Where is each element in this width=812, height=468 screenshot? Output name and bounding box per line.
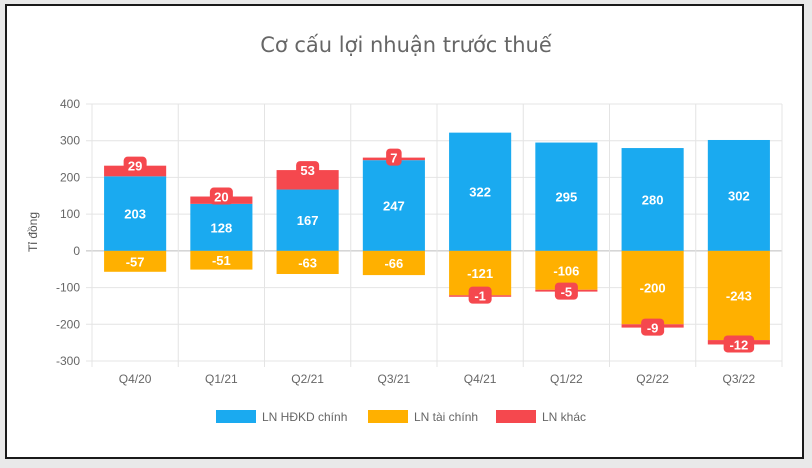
data-label-badge — [296, 161, 320, 179]
data-label: -243 — [726, 288, 752, 303]
bar-segment — [104, 250, 167, 272]
data-labels: 203 -57 29 128 -51 20 167 -63 53 247 -66 7 322 -121 -1… — [123, 148, 755, 353]
bar-segment — [707, 250, 770, 341]
data-label: -51 — [212, 253, 231, 268]
data-label: -200 — [640, 281, 666, 296]
y-axis-label: Tỉ đồng — [26, 212, 40, 252]
data-label: 20 — [214, 190, 228, 205]
data-label: 29 — [128, 159, 142, 174]
data-label: 7 — [390, 151, 397, 166]
bar-segment — [276, 189, 339, 251]
data-label-badge — [123, 156, 147, 174]
data-label: 203 — [124, 207, 146, 222]
data-label-badge — [209, 187, 233, 205]
legend: LN HĐKD chính LN tài chính LN khác — [216, 410, 586, 424]
x-tick-label: Q2/22 — [636, 372, 669, 386]
bar-segment — [621, 148, 684, 251]
bar-segment — [276, 170, 339, 190]
y-tick-label: 100 — [60, 207, 80, 221]
data-label: 53 — [300, 163, 314, 178]
y-tick-label: 400 — [60, 97, 80, 111]
y-tick-label: 300 — [60, 134, 80, 148]
data-label: -9 — [647, 321, 659, 336]
x-axis-ticks: Q4/20 Q1/21 Q2/21 Q3/21 Q4/21 Q1/22 Q2/22 Q3/22 — [119, 372, 756, 386]
data-label-badge — [641, 318, 665, 336]
y-tick-label: -200 — [56, 317, 80, 331]
x-tick-label: Q4/20 — [119, 372, 152, 386]
bar-segment — [276, 250, 339, 274]
data-label: 295 — [556, 190, 578, 205]
y-tick-label: -100 — [56, 281, 80, 295]
legend-swatch — [368, 410, 408, 423]
data-label: -5 — [561, 285, 573, 300]
y-tick-label: -300 — [56, 354, 80, 368]
bar-segment — [449, 132, 512, 251]
bar-segment — [190, 203, 253, 251]
data-label: 322 — [469, 185, 491, 200]
chart-title: Cơ cấu lợi nhuận trước thuế — [260, 33, 552, 57]
legend-swatch — [216, 410, 256, 423]
data-label: -66 — [384, 256, 403, 271]
x-tick-label: Q3/22 — [723, 372, 756, 386]
bar-segment — [707, 139, 770, 251]
data-label: -1 — [474, 289, 486, 304]
data-label-badge — [386, 148, 402, 166]
data-label: 280 — [642, 192, 664, 207]
x-tick-label: Q4/21 — [464, 372, 497, 386]
data-label: -63 — [298, 255, 317, 270]
legend-label: LN HĐKD chính — [262, 410, 347, 424]
data-label: -121 — [467, 266, 493, 281]
legend-label: LN tài chính — [414, 410, 478, 424]
data-label: 128 — [211, 220, 233, 235]
data-label: -106 — [553, 263, 579, 278]
x-tick-label: Q2/21 — [291, 372, 324, 386]
data-label: 167 — [297, 213, 319, 228]
data-label: -57 — [126, 254, 145, 269]
data-label: 247 — [383, 199, 405, 214]
bar-segment — [190, 250, 253, 270]
data-label-badge — [723, 335, 755, 353]
bar-segment — [104, 176, 167, 251]
bar-segment — [362, 160, 425, 251]
bar-segment — [362, 250, 425, 276]
bar-segment — [621, 250, 684, 325]
data-label-badge — [554, 282, 578, 300]
legend-label: LN khác — [542, 410, 586, 424]
y-tick-label: 0 — [73, 244, 80, 258]
x-tick-label: Q1/22 — [550, 372, 583, 386]
data-label: -12 — [729, 337, 748, 352]
data-label-badge — [468, 286, 492, 304]
x-tick-label: Q1/21 — [205, 372, 238, 386]
bars — [104, 132, 770, 345]
legend-swatch — [496, 410, 536, 423]
bar-segment — [535, 142, 598, 251]
y-tick-label: 200 — [60, 170, 80, 184]
x-tick-label: Q3/21 — [378, 372, 411, 386]
data-label: 302 — [728, 188, 750, 203]
y-axis-ticks: 400 300 200 100 0 -100 -200 -300 — [56, 97, 80, 368]
